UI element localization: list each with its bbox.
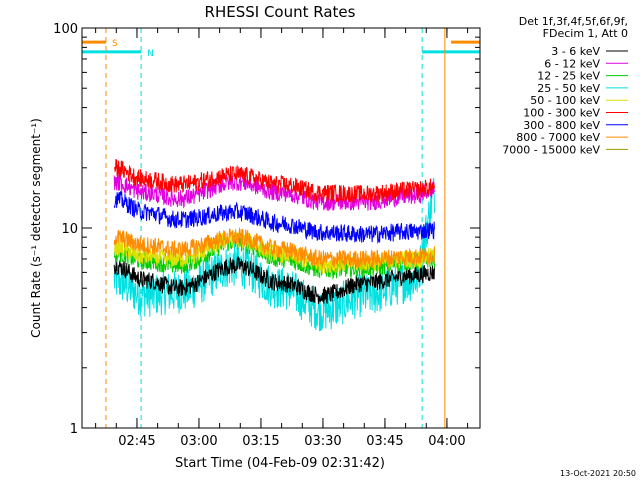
- y-tick-label: 1: [70, 422, 78, 437]
- x-tick-label: 03:00: [180, 434, 217, 449]
- legend-entry: 300 - 800 keV: [523, 119, 600, 132]
- legend-entry: 100 - 300 keV: [523, 107, 600, 120]
- x-tick-label: 02:45: [118, 434, 155, 449]
- series-line: [113, 177, 435, 332]
- y-tick-label: 100: [53, 22, 78, 37]
- x-axis-label: Start Time (04-Feb-09 02:31:42): [175, 456, 385, 471]
- chart-title: RHESSI Count Rates: [205, 3, 356, 21]
- x-tick-label: 03:30: [304, 434, 341, 449]
- legend-header: Det 1f,3f,4f,5f,6f,9f,: [519, 15, 628, 28]
- series-line: [113, 191, 435, 245]
- plot-area: NS: [81, 28, 481, 428]
- series-line: [113, 173, 435, 211]
- legend-entry: 12 - 25 keV: [537, 70, 600, 83]
- x-tick-label: 03:15: [242, 434, 279, 449]
- series-line: [113, 159, 435, 203]
- night-label: N: [147, 49, 154, 59]
- y-tick-label: 10: [61, 222, 78, 237]
- legend-entry: 800 - 7000 keV: [516, 131, 600, 144]
- legend-entry: 6 - 12 keV: [544, 57, 600, 70]
- legend: Det 1f,3f,4f,5f,6f,9f,FDecim 1, Att 0 3 -…: [502, 15, 628, 156]
- timestamp: 13-Oct-2021 20:50: [560, 469, 636, 478]
- x-tick-label: 04:00: [428, 434, 465, 449]
- series-line: [113, 255, 435, 304]
- legend-entry: 25 - 50 keV: [537, 82, 600, 95]
- legend-entry: 50 - 100 keV: [530, 94, 600, 107]
- axes: 1 10 100 02:45 03:00 03:15 03:30 03:45 04:00: [53, 22, 480, 449]
- series-line: [113, 226, 435, 269]
- attenuator-label: S: [112, 39, 118, 49]
- x-tick-label: 03:45: [366, 434, 403, 449]
- legend-entry: 7000 - 15000 keV: [502, 143, 600, 156]
- legend-header: FDecim 1, Att 0: [543, 27, 628, 40]
- y-axis-label: Count Rate (s⁻¹ detector segment⁻¹): [29, 118, 43, 338]
- series-line: [113, 230, 435, 275]
- legend-entry: 3 - 6 keV: [551, 45, 600, 58]
